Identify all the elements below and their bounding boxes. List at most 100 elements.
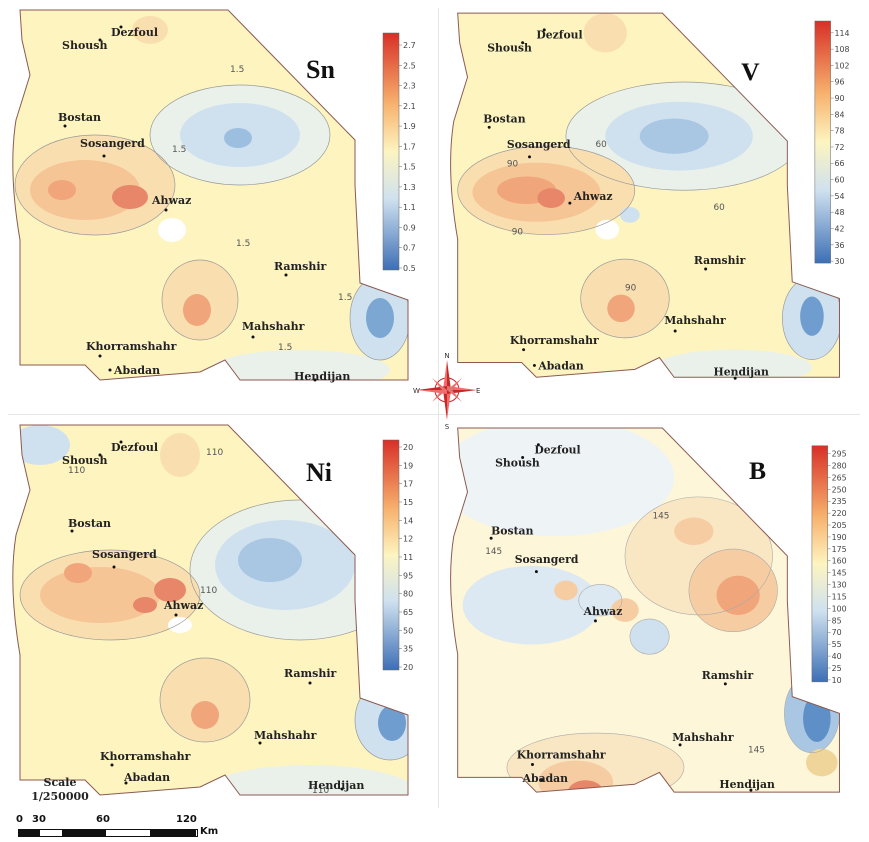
city-shoush: Shoush <box>487 42 532 55</box>
city-abadan: Abadan <box>522 772 569 785</box>
legend-tick-label: 115 <box>832 592 847 601</box>
city-mahshahr: Mahshahr <box>242 320 305 333</box>
scale-unit: Km <box>200 826 219 837</box>
legend-tick-label: 130 <box>832 581 847 590</box>
city-ahwaz: Ahwaz <box>151 194 191 207</box>
legend-tick-label: 220 <box>832 509 847 518</box>
legend-tick-label: 12 <box>403 535 413 544</box>
map-title-ni: Ni <box>306 458 332 487</box>
legend-tick-label: 0.7 <box>403 244 416 253</box>
city-abadan: Abadan <box>113 364 160 377</box>
legend-tick-label: 40 <box>832 652 842 661</box>
legend-tick-label: 265 <box>832 473 847 482</box>
legend-tick-label: 60 <box>835 176 845 185</box>
city-sosangerd: Sosangerd <box>515 553 579 566</box>
legend-tick-label: 80 <box>403 590 413 599</box>
map-title-b: B <box>749 456 766 485</box>
city-dezfoul: Dezfoul <box>534 444 580 457</box>
scale-bar: 0 30 60 120 Km <box>16 814 238 840</box>
legend-tick-label: 15 <box>403 498 413 507</box>
legend-tick-label: 20 <box>403 443 413 452</box>
legend-tick-label: 90 <box>835 94 845 103</box>
scale-tick-60: 60 <box>96 814 110 825</box>
city-bostan: Bostan <box>68 517 111 530</box>
contour-label: 60 <box>595 140 607 150</box>
legend-tick-label: 50 <box>403 626 413 635</box>
legend-tick-label: 65 <box>403 608 413 617</box>
legend-tick-label: 280 <box>832 461 847 470</box>
city-ramshir: Ramshir <box>694 254 746 267</box>
city-sosangerd: Sosangerd <box>92 548 157 561</box>
scale-ratio: 1/250000 <box>31 790 89 803</box>
scale-label: Scale <box>43 776 77 789</box>
contour-label: 90 <box>512 228 524 238</box>
city-abadan: Abadan <box>123 771 170 784</box>
legend-tick-label: 2.5 <box>403 61 416 70</box>
legend-tick-label: 235 <box>832 497 847 506</box>
legend-tick-label: 190 <box>832 533 847 542</box>
legend-tick-label: 145 <box>832 569 847 578</box>
legend-tick-label: 108 <box>835 45 850 54</box>
north-arrow: N S W E <box>412 350 482 431</box>
legend-tick-label: 160 <box>832 557 847 566</box>
city-sosangerd: Sosangerd <box>80 137 145 150</box>
city-hendijan: Hendijan <box>308 779 364 792</box>
contour-label: 1.5 <box>236 239 250 249</box>
legend-tick-label: 78 <box>835 127 845 136</box>
city-dezfoul: Dezfoul <box>111 26 158 39</box>
city-bostan: Bostan <box>491 524 533 537</box>
legend-tick-label: 1.7 <box>403 142 416 151</box>
city-ahwaz: Ahwaz <box>583 605 623 618</box>
contour-label: 110 <box>206 448 223 458</box>
legend-tick-label: 295 <box>832 450 847 459</box>
city-khorramshahr: Khorramshahr <box>100 750 191 763</box>
legend-tick-label: 1.5 <box>403 163 416 172</box>
legend-ni: 20 19 17 15 14 12 11 95 80 65 50 35 20 <box>382 439 413 672</box>
contour-label: 90 <box>625 284 637 294</box>
compass-s: S <box>445 423 450 430</box>
legend-tick-label: 30 <box>835 257 845 266</box>
legend-tick-label: 0.9 <box>403 223 416 232</box>
contour-label: 145 <box>653 512 670 522</box>
contour-label: 1.5 <box>338 293 352 303</box>
legend-tick-label: 55 <box>832 640 842 649</box>
legend-tick-label: 35 <box>403 645 413 654</box>
legend-tick-label: 85 <box>832 616 842 625</box>
contour-label: 90 <box>507 160 519 170</box>
map-title-sn: Sn <box>306 55 335 84</box>
contour-label: 60 <box>714 203 726 213</box>
legend-tick-label: 14 <box>403 516 413 525</box>
city-ramshir: Ramshir <box>274 260 327 273</box>
contour-label: 1.5 <box>278 343 292 353</box>
vertical-divider <box>438 8 439 808</box>
contour-label: 110 <box>200 586 217 596</box>
legend-tick-label: 20 <box>403 663 413 672</box>
city-mahshahr: Mahshahr <box>254 729 317 742</box>
legend-tick-label: 0.5 <box>403 264 416 273</box>
legend-tick-label: 66 <box>835 159 845 168</box>
legend-tick-label: 205 <box>832 521 847 530</box>
map-panel-sn: 1.5 1.5 1.5 1.5 1.5 Dezfoul Shoush Bosta… <box>0 0 438 414</box>
city-mahshahr: Mahshahr <box>664 314 726 327</box>
legend-v: 114 108 102 96 90 84 78 72 66 60 54 48 42 36 30 <box>814 20 850 266</box>
contour-label: 110 <box>312 786 329 796</box>
city-khorramshahr: Khorramshahr <box>86 340 177 353</box>
city-bostan: Bostan <box>483 112 525 125</box>
legend-tick-label: 114 <box>835 29 850 38</box>
legend-tick-label: 19 <box>403 461 413 470</box>
city-mahshahr: Mahshahr <box>672 731 734 744</box>
legend-tick-label: 36 <box>835 241 845 250</box>
contour-label: 145 <box>485 547 502 557</box>
legend-sn: 2.7 2.5 2.3 2.1 1.9 1.7 1.5 1.3 1.1 0.9 0.7 0.5 <box>382 32 416 273</box>
legend-tick-label: 25 <box>832 664 842 673</box>
city-shoush: Shoush <box>62 39 107 52</box>
legend-tick-label: 1.9 <box>403 122 416 131</box>
legend-b: 295 280 265 250 235 220 205 190 175 160 145 130 115 1… <box>811 445 847 685</box>
contour-label: 1.5 <box>230 65 244 75</box>
city-hendijan: Hendijan <box>294 370 350 383</box>
compass-w: W <box>413 387 420 395</box>
legend-tick-label: 100 <box>832 604 847 613</box>
legend-tick-label: 2.3 <box>403 82 416 91</box>
legend-tick-label: 175 <box>832 545 847 554</box>
scale-tick-0: 0 <box>16 814 23 825</box>
